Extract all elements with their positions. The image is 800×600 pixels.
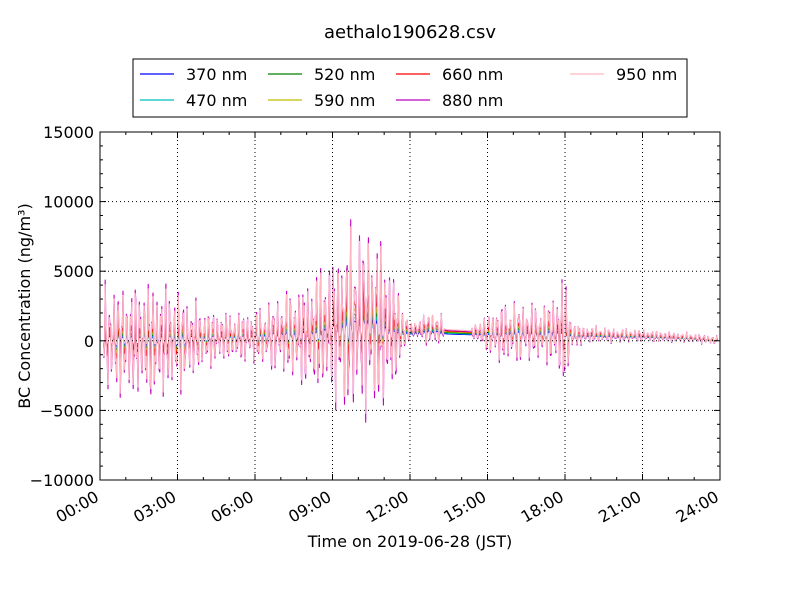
legend-label: 370 nm xyxy=(186,65,247,84)
x-axis-label: Time on 2019-06-28 (JST) xyxy=(307,532,512,551)
y-tick-label: 15000 xyxy=(43,123,94,142)
x-tick-label: 18:00 xyxy=(518,487,567,527)
x-tick-label: 03:00 xyxy=(130,487,179,527)
series-line xyxy=(103,226,718,414)
plot-series xyxy=(103,219,718,423)
x-tick-label: 06:00 xyxy=(208,487,257,527)
legend-label: 880 nm xyxy=(442,91,503,110)
legend-label: 950 nm xyxy=(616,65,677,84)
legend-label: 660 nm xyxy=(442,65,503,84)
y-tick-label: 0 xyxy=(84,332,94,351)
y-tick-label: 10000 xyxy=(43,193,94,212)
x-tick-label: 00:00 xyxy=(53,487,102,527)
x-tick-label: 21:00 xyxy=(595,487,644,527)
legend-label: 590 nm xyxy=(314,91,375,110)
legend-box xyxy=(132,58,688,118)
legend-label: 520 nm xyxy=(314,65,375,84)
y-tick-label: 5000 xyxy=(53,262,94,281)
x-tick-label: 24:00 xyxy=(673,487,722,527)
x-tick-label: 09:00 xyxy=(285,487,334,527)
y-axis-label: BC Concentration (ng/m³) xyxy=(15,203,34,408)
x-tick-label: 12:00 xyxy=(363,487,412,527)
legend-label: 470 nm xyxy=(186,91,247,110)
chart-title: aethalo190628.csv xyxy=(324,22,496,43)
x-tick-label: 15:00 xyxy=(440,487,489,527)
grid-lines xyxy=(100,132,720,480)
y-tick-label: −10000 xyxy=(30,471,94,490)
legend: 370 nm 470 nm 520 nm 590 nm 660 nm 880 nm 950 … xyxy=(132,58,688,118)
y-tick-label: −5000 xyxy=(40,401,94,420)
